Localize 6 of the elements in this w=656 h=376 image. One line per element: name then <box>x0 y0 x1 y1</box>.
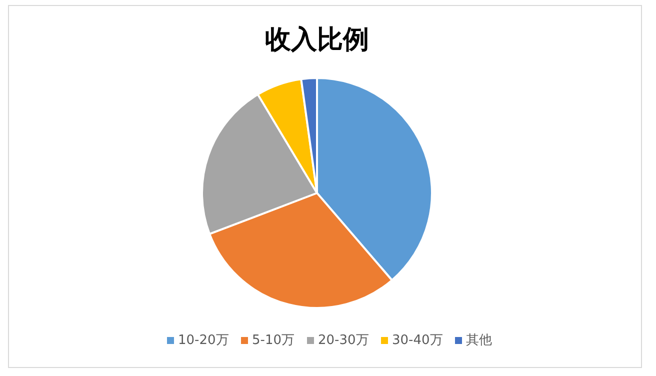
legend-label: 10-20万 <box>178 333 229 348</box>
legend-label: 其他 <box>466 333 492 348</box>
chart-title: 收入比例 <box>265 25 369 55</box>
legend-label: 20-30万 <box>318 333 369 348</box>
legend-label: 30-40万 <box>392 333 443 348</box>
legend-label: 5-10万 <box>252 333 295 348</box>
